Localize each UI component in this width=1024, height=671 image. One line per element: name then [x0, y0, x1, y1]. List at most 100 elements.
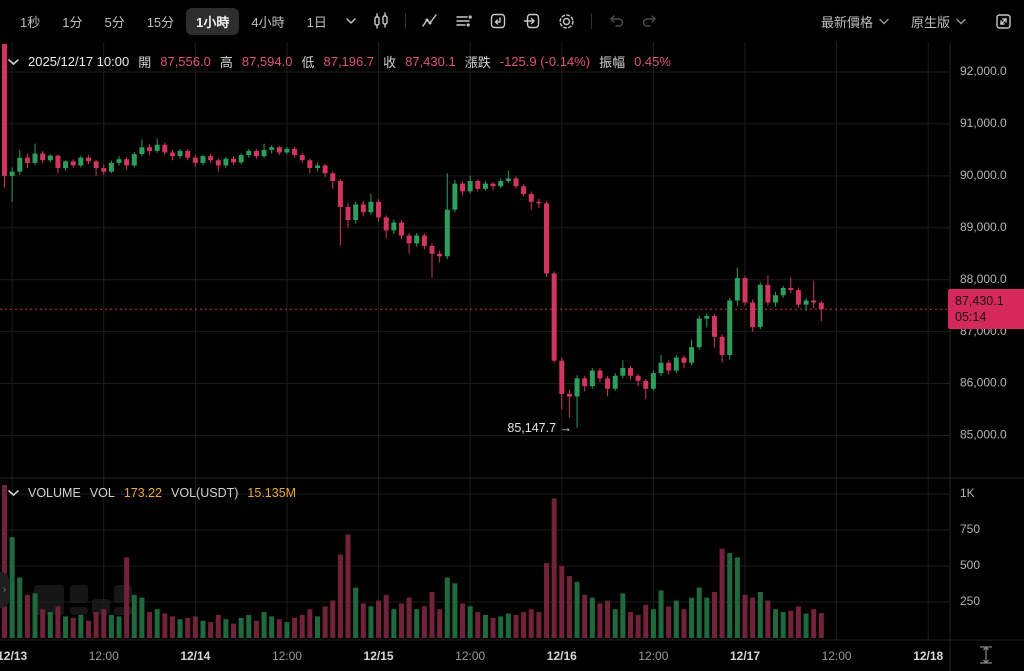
candle-body: [635, 375, 641, 381]
candle-body: [307, 160, 313, 169]
volume-bar: [406, 597, 412, 638]
volume-bar: [528, 609, 534, 638]
screenshot-icon[interactable]: [516, 8, 548, 34]
candle-body: [284, 148, 290, 153]
candle-style-icon[interactable]: [365, 8, 397, 34]
chart-area[interactable]: 12/13 12:00 12/14 12:00 12/15 12:00 12/16 12:00…: [0, 42, 1024, 671]
toolbar-separator: [590, 13, 592, 29]
redo-icon[interactable]: [634, 9, 666, 33]
price-axis-label: 89,000.0: [960, 220, 1007, 234]
candle-body: [40, 153, 46, 161]
volume-bar: [383, 594, 389, 638]
volume-bar: [2, 485, 7, 638]
volume-bar: [544, 563, 550, 638]
candle-body: [360, 204, 366, 213]
volume-bar: [643, 604, 649, 638]
watermark-logo: [114, 585, 132, 603]
price-axis-label: 91,000.0: [960, 116, 1007, 130]
volume-bar: [108, 614, 114, 638]
candle-body: [200, 156, 206, 163]
candle-body: [116, 159, 122, 163]
candle-body: [498, 181, 504, 187]
volume-axis-label: 500: [960, 558, 980, 572]
volume-layer[interactable]: [2, 465, 824, 638]
candle-body: [24, 157, 30, 163]
volume-bar: [750, 597, 756, 638]
volume-bar: [238, 617, 244, 638]
candle-body: [70, 161, 76, 166]
volume-bar: [391, 609, 397, 638]
candle-body: [192, 157, 198, 163]
volume-bar: [292, 617, 298, 638]
candle-body: [666, 362, 672, 371]
timeframe-1m[interactable]: 1分: [62, 14, 83, 30]
volume-bar: [215, 614, 221, 638]
undo-icon[interactable]: [600, 9, 632, 33]
volume-bar: [360, 603, 366, 638]
price-axis-label: 92,000.0: [960, 64, 1007, 78]
candle-body: [589, 370, 595, 387]
volume-bar: [24, 594, 30, 638]
price-axis-label: 86,000.0: [960, 376, 1007, 390]
legend-collapse-icon[interactable]: [8, 58, 19, 66]
indicators-icon[interactable]: [414, 8, 446, 34]
volume-collapse-icon[interactable]: [8, 489, 19, 497]
candle-body: [177, 150, 183, 157]
display-settings-icon[interactable]: [448, 8, 480, 34]
settings-gear-icon[interactable]: [550, 8, 583, 35]
candle-body: [398, 222, 404, 236]
volume-bar: [620, 593, 626, 638]
candle-body: [574, 378, 580, 397]
timeframe-4h[interactable]: 4小時: [251, 14, 285, 30]
candle-body: [63, 161, 69, 169]
candle-body: [612, 375, 618, 389]
latest-price-dropdown[interactable]: 最新價格: [821, 12, 889, 31]
candle-body: [437, 253, 443, 257]
candle-body: [559, 360, 565, 394]
candle-body: [299, 155, 305, 161]
time-axis-label: 12:00: [89, 649, 119, 663]
volume-bar: [742, 594, 748, 638]
candles-layer[interactable]: [2, 42, 824, 428]
candle-body: [597, 370, 603, 379]
volume-bar: [9, 537, 15, 638]
chart-canvas[interactable]: 12/13 12:00 12/14 12:00 12/15 12:00 12/16 12:00…: [0, 42, 1024, 671]
volume-bar: [696, 587, 702, 638]
fullscreen-expand-icon[interactable]: [988, 9, 1014, 34]
candle-body: [55, 155, 61, 169]
candle-body: [551, 273, 557, 361]
candle-body: [681, 357, 687, 363]
candle-body: [78, 157, 84, 166]
candle-body: [696, 318, 702, 348]
volume-bar: [757, 591, 763, 638]
volume-bar: [40, 609, 46, 638]
timeframe-5m[interactable]: 5分: [104, 14, 125, 30]
volume-bar: [276, 619, 282, 638]
timeframe-1d[interactable]: 1日: [306, 14, 327, 30]
timeframe-1s[interactable]: 1秒: [20, 14, 41, 30]
timeframe-chevron-icon[interactable]: [339, 13, 363, 29]
volume-bar: [818, 613, 824, 638]
volume-bar: [147, 612, 153, 638]
candle-body: [345, 207, 351, 220]
pane-expand-handle[interactable]: ›: [0, 572, 9, 608]
candle-body: [269, 147, 275, 150]
candle-body: [108, 162, 114, 172]
time-axis-label: 12/13: [0, 649, 27, 663]
candle-body: [803, 300, 809, 305]
candle-body: [780, 288, 786, 296]
axis-scale-icon[interactable]: [980, 646, 992, 664]
volume-bar: [727, 553, 733, 638]
candle-body: [276, 147, 282, 153]
volume-bar: [803, 613, 809, 638]
time-axis-label: 12/18: [913, 649, 943, 663]
price-axis-label: 85,000.0: [960, 428, 1007, 442]
timeframe-15m[interactable]: 15分: [146, 14, 175, 30]
candle-body: [620, 367, 626, 376]
chart-version-dropdown[interactable]: 原生版: [911, 12, 966, 31]
volume-bar: [414, 609, 420, 638]
replay-icon[interactable]: [482, 8, 514, 34]
candle-body: [727, 300, 733, 355]
timeframe-1h[interactable]: 1小時: [186, 7, 240, 35]
volume-bar: [47, 612, 53, 638]
